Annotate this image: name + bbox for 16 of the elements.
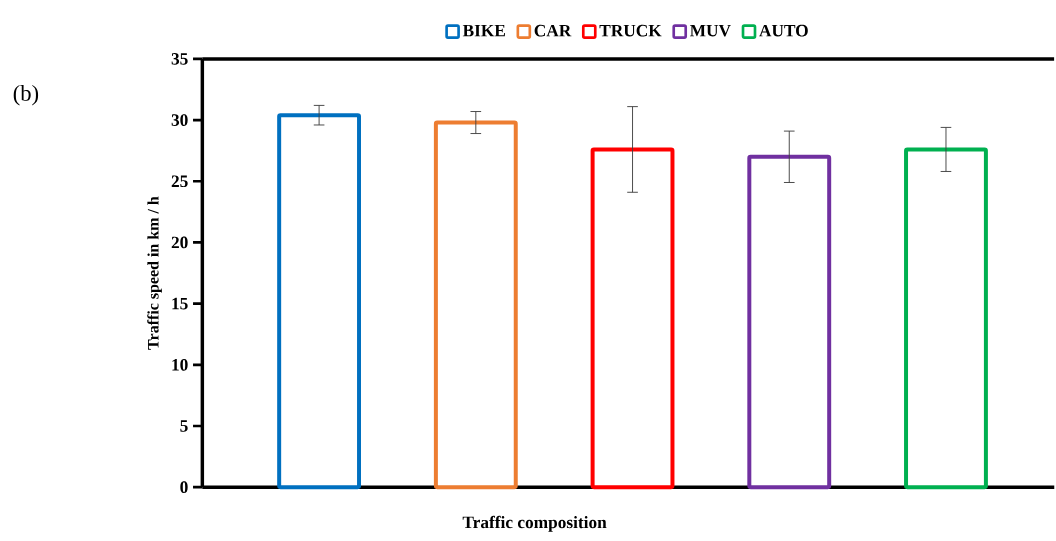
y-tick-label: 20 <box>171 236 188 249</box>
y-tick-label: 10 <box>172 358 188 371</box>
y-tick-label: 15 <box>172 297 188 310</box>
y-axis-title: Traffic speed in km / h <box>147 196 162 350</box>
legend-label: MUV <box>689 24 731 37</box>
text: (b) <box>13 84 39 106</box>
y-tick-label: 0 <box>180 481 188 493</box>
x-axis-title: Traffic composition <box>462 515 607 532</box>
y-tick-label: 35 <box>171 53 188 65</box>
y-tick-label: 5 <box>180 420 188 432</box>
y-tick-label: 30 <box>171 114 188 126</box>
y-tick-label: 25 <box>171 175 188 188</box>
legend-label: BIKE <box>462 24 505 37</box>
legend-label: CAR <box>534 24 572 37</box>
legend-label: TRUCK <box>599 24 662 37</box>
legend-label: AUTO <box>759 24 808 37</box>
